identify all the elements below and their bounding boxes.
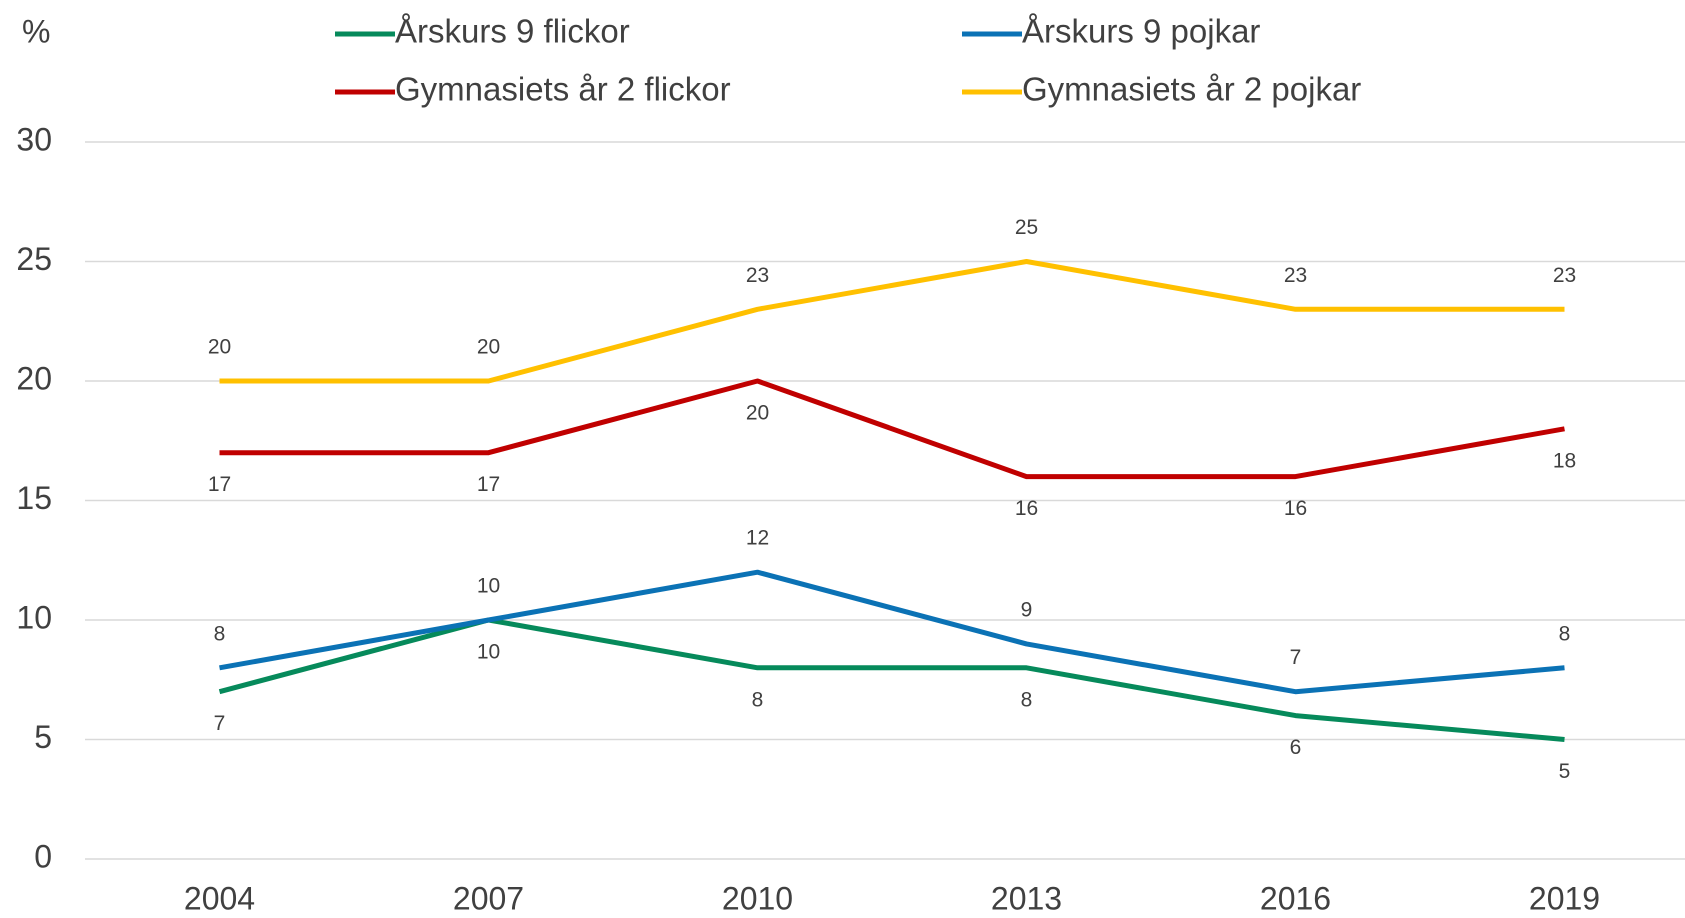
data-label: 12	[746, 527, 769, 550]
data-label: 8	[1021, 688, 1033, 711]
data-label: 17	[208, 473, 231, 496]
y-tick-label: 25	[16, 241, 52, 277]
data-label: 16	[1015, 497, 1038, 520]
data-label: 20	[477, 336, 500, 359]
data-label: 6	[1290, 736, 1302, 759]
y-tick-label: 30	[16, 121, 52, 157]
data-label: 8	[1559, 622, 1571, 645]
data-label: 16	[1284, 497, 1307, 520]
data-label: 7	[1290, 646, 1302, 669]
legend-label: Årskurs 9 pojkar	[1022, 13, 1260, 50]
legend-label: Årskurs 9 flickor	[395, 13, 630, 50]
legend-label: Gymnasiets år 2 flickor	[395, 71, 731, 108]
series-line	[218, 617, 1565, 742]
y-tick-label: 0	[34, 838, 52, 874]
data-label: 8	[752, 688, 764, 711]
data-label: 8	[214, 622, 226, 645]
data-label: 5	[1559, 760, 1571, 783]
data-label: 23	[1284, 264, 1307, 287]
series-line	[219, 259, 1565, 384]
y-tick-label: 5	[34, 719, 52, 755]
y-tick-label: 10	[16, 599, 52, 635]
x-tick-label: 2013	[991, 880, 1062, 916]
y-tick-label: 20	[16, 360, 52, 396]
data-label: 20	[208, 336, 231, 359]
x-tick-label: 2010	[722, 880, 793, 916]
y-axis-label: %	[22, 13, 50, 49]
data-label: 20	[746, 402, 769, 425]
series-line	[219, 569, 1565, 695]
legend-label: Gymnasiets år 2 pojkar	[1022, 71, 1361, 108]
data-label: 23	[1553, 264, 1576, 287]
x-tick-label: 2007	[453, 880, 524, 916]
x-tick-label: 2016	[1260, 880, 1331, 916]
data-label: 18	[1553, 449, 1576, 472]
series-line	[219, 378, 1565, 480]
x-tick-label: 2004	[184, 880, 255, 916]
data-label: 9	[1021, 598, 1033, 621]
data-label: 23	[746, 264, 769, 287]
data-label: 25	[1015, 216, 1038, 239]
data-label: 10	[477, 575, 500, 598]
x-tick-label: 2019	[1529, 880, 1600, 916]
data-label: 7	[214, 712, 226, 735]
data-label: 10	[477, 641, 500, 664]
y-tick-label: 15	[16, 480, 52, 516]
data-label: 17	[477, 473, 500, 496]
